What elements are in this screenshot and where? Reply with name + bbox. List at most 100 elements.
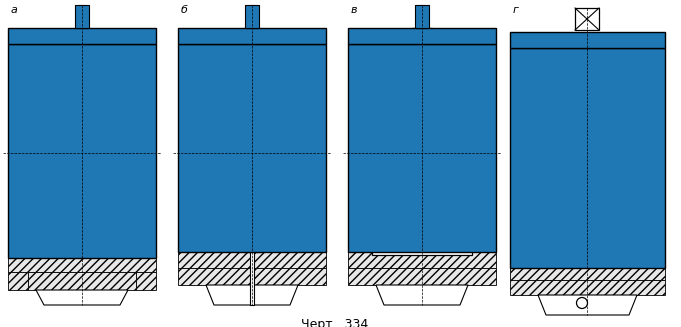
Bar <box>348 268 496 285</box>
Circle shape <box>227 168 241 182</box>
Bar <box>348 44 370 252</box>
Circle shape <box>432 193 439 199</box>
Circle shape <box>104 59 110 63</box>
Bar <box>348 28 496 44</box>
Circle shape <box>432 111 439 117</box>
Circle shape <box>69 113 74 118</box>
Circle shape <box>405 96 411 104</box>
Circle shape <box>227 121 241 135</box>
Circle shape <box>419 140 426 146</box>
Circle shape <box>241 61 255 75</box>
Circle shape <box>69 131 74 136</box>
Circle shape <box>432 127 439 133</box>
Ellipse shape <box>55 56 73 67</box>
Ellipse shape <box>58 199 76 209</box>
Bar <box>510 48 665 268</box>
Ellipse shape <box>58 182 76 192</box>
Bar <box>368 148 476 158</box>
Circle shape <box>280 161 294 175</box>
Bar <box>75 5 89 28</box>
Polygon shape <box>538 295 637 315</box>
Circle shape <box>69 77 74 82</box>
Circle shape <box>265 97 279 111</box>
Circle shape <box>432 140 439 146</box>
Circle shape <box>432 82 439 90</box>
Circle shape <box>241 121 255 135</box>
Bar <box>8 44 156 258</box>
Ellipse shape <box>91 92 109 103</box>
Circle shape <box>69 95 74 100</box>
Bar <box>575 8 599 30</box>
Circle shape <box>104 169 110 174</box>
Bar <box>178 28 326 44</box>
Bar <box>178 268 326 285</box>
Bar <box>32 230 132 235</box>
Ellipse shape <box>55 74 73 85</box>
Bar <box>510 268 665 280</box>
Polygon shape <box>206 285 298 305</box>
Bar <box>250 5 254 28</box>
Circle shape <box>280 185 294 199</box>
Circle shape <box>265 208 279 222</box>
Bar <box>198 148 306 158</box>
Circle shape <box>432 179 439 185</box>
Circle shape <box>419 234 426 242</box>
Circle shape <box>419 127 426 133</box>
Circle shape <box>432 164 439 171</box>
Ellipse shape <box>91 74 109 85</box>
Bar <box>79 28 86 258</box>
Bar <box>510 280 665 295</box>
Circle shape <box>265 75 279 89</box>
Ellipse shape <box>58 166 76 176</box>
Circle shape <box>241 191 255 205</box>
Bar <box>510 32 665 48</box>
Bar <box>28 272 136 290</box>
Circle shape <box>227 81 241 95</box>
Circle shape <box>72 185 76 190</box>
Circle shape <box>104 77 110 82</box>
Circle shape <box>227 235 241 249</box>
Circle shape <box>419 111 426 117</box>
Bar <box>178 44 200 252</box>
Bar <box>245 5 259 28</box>
Bar <box>134 44 156 258</box>
Circle shape <box>419 68 426 76</box>
Circle shape <box>104 185 110 190</box>
Bar <box>370 164 382 248</box>
Ellipse shape <box>58 215 76 225</box>
Bar <box>370 44 382 112</box>
Circle shape <box>405 234 411 242</box>
Circle shape <box>432 234 439 242</box>
Circle shape <box>265 231 279 245</box>
Circle shape <box>227 61 241 75</box>
Circle shape <box>72 217 76 222</box>
Bar <box>348 28 496 44</box>
Circle shape <box>405 179 411 185</box>
Bar <box>518 42 657 48</box>
Circle shape <box>419 96 426 104</box>
Ellipse shape <box>91 129 109 139</box>
Bar <box>462 164 474 248</box>
Bar <box>75 5 89 28</box>
Circle shape <box>72 201 76 206</box>
Circle shape <box>432 96 439 104</box>
Ellipse shape <box>91 56 109 67</box>
Bar <box>510 32 665 48</box>
Bar <box>643 48 665 268</box>
Bar <box>304 44 326 252</box>
Circle shape <box>241 81 255 95</box>
Bar <box>80 5 84 28</box>
Ellipse shape <box>91 166 109 176</box>
Bar <box>186 38 318 44</box>
Bar <box>420 5 424 28</box>
Polygon shape <box>36 290 128 305</box>
Circle shape <box>265 185 279 199</box>
Circle shape <box>432 220 439 228</box>
Circle shape <box>432 68 439 76</box>
Circle shape <box>405 206 411 214</box>
Bar <box>8 258 156 272</box>
Circle shape <box>419 220 426 228</box>
Bar <box>415 5 429 28</box>
Circle shape <box>241 101 255 115</box>
Circle shape <box>419 82 426 90</box>
